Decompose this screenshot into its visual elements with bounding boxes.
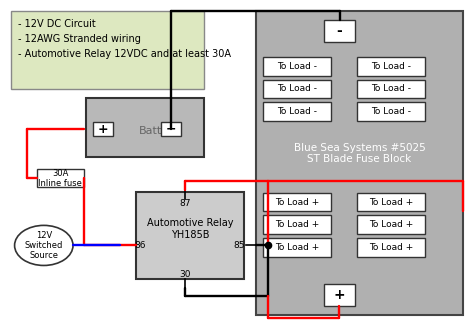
Text: 12V
Switched
Source: 12V Switched Source bbox=[25, 230, 63, 260]
Text: To Load -: To Load - bbox=[371, 107, 411, 116]
Text: To Load +: To Load + bbox=[275, 243, 319, 252]
Text: To Load +: To Load + bbox=[369, 198, 413, 207]
FancyBboxPatch shape bbox=[93, 122, 113, 136]
Text: 86: 86 bbox=[135, 241, 146, 250]
Text: 30: 30 bbox=[180, 270, 191, 279]
Text: -: - bbox=[337, 24, 342, 38]
FancyBboxPatch shape bbox=[324, 20, 355, 42]
Text: −: − bbox=[166, 123, 176, 136]
Text: 87: 87 bbox=[180, 199, 191, 208]
FancyBboxPatch shape bbox=[357, 80, 426, 98]
Text: 85: 85 bbox=[234, 241, 245, 250]
FancyBboxPatch shape bbox=[357, 193, 426, 212]
FancyBboxPatch shape bbox=[263, 215, 331, 234]
FancyBboxPatch shape bbox=[11, 11, 204, 89]
FancyBboxPatch shape bbox=[263, 238, 331, 257]
FancyBboxPatch shape bbox=[86, 98, 204, 156]
FancyBboxPatch shape bbox=[263, 193, 331, 212]
FancyBboxPatch shape bbox=[357, 102, 426, 121]
FancyBboxPatch shape bbox=[263, 80, 331, 98]
Text: To Load -: To Load - bbox=[277, 107, 317, 116]
FancyBboxPatch shape bbox=[324, 284, 355, 306]
Text: To Load +: To Load + bbox=[369, 243, 413, 252]
Text: 30A
Inline fuse: 30A Inline fuse bbox=[38, 169, 82, 188]
Text: To Load -: To Load - bbox=[277, 84, 317, 94]
FancyBboxPatch shape bbox=[357, 215, 426, 234]
Circle shape bbox=[15, 225, 73, 265]
Text: To Load +: To Load + bbox=[275, 220, 319, 229]
FancyBboxPatch shape bbox=[256, 11, 463, 315]
Text: To Load +: To Load + bbox=[369, 220, 413, 229]
FancyBboxPatch shape bbox=[357, 238, 426, 257]
Text: +: + bbox=[334, 288, 345, 302]
Text: Blue Sea Systems #5025
ST Blade Fuse Block: Blue Sea Systems #5025 ST Blade Fuse Blo… bbox=[293, 142, 425, 164]
Text: +: + bbox=[97, 123, 108, 136]
FancyBboxPatch shape bbox=[357, 57, 426, 76]
FancyBboxPatch shape bbox=[136, 192, 244, 279]
Text: Battery: Battery bbox=[138, 126, 180, 136]
Text: To Load +: To Load + bbox=[275, 198, 319, 207]
Text: To Load -: To Load - bbox=[277, 62, 317, 71]
FancyBboxPatch shape bbox=[36, 170, 84, 187]
Text: To Load -: To Load - bbox=[371, 84, 411, 94]
FancyBboxPatch shape bbox=[263, 57, 331, 76]
FancyBboxPatch shape bbox=[161, 122, 181, 136]
Text: To Load -: To Load - bbox=[371, 62, 411, 71]
Text: - 12V DC Circuit
- 12AWG Stranded wiring
- Automotive Relay 12VDC and at least 3: - 12V DC Circuit - 12AWG Stranded wiring… bbox=[18, 19, 231, 59]
FancyBboxPatch shape bbox=[263, 102, 331, 121]
Text: Automotive Relay
YH185B: Automotive Relay YH185B bbox=[146, 218, 233, 240]
